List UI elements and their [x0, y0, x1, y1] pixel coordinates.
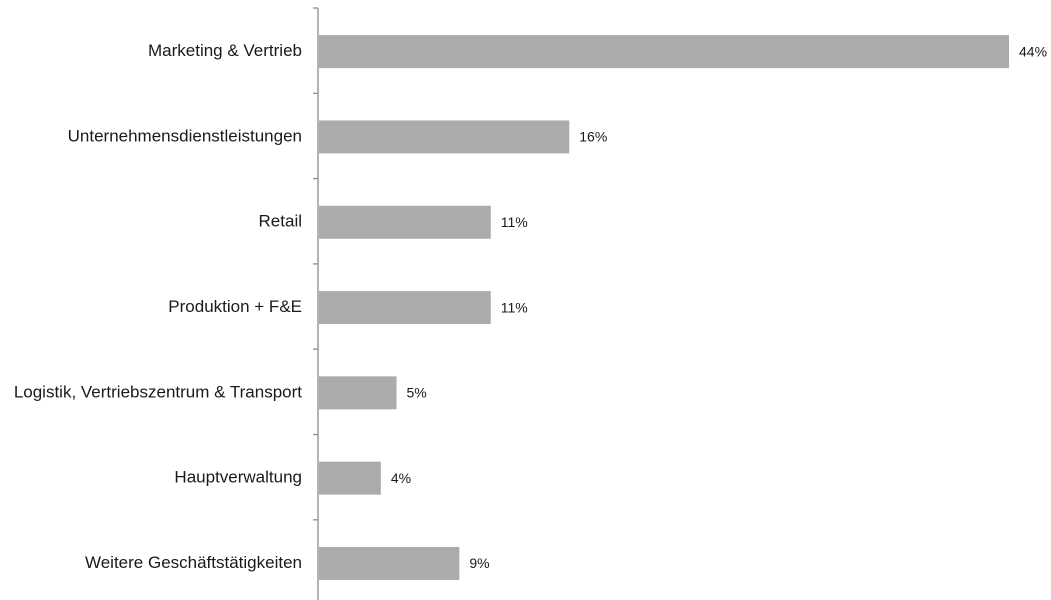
category-label: Logistik, Vertriebszentrum & Transport — [14, 382, 302, 401]
value-label: 5% — [407, 385, 427, 401]
y-axis-ticks — [313, 7, 318, 521]
category-label: Hauptverwaltung — [174, 468, 302, 487]
bar — [319, 461, 381, 495]
value-label: 44% — [1019, 43, 1047, 59]
category-label: Marketing & Vertrieb — [148, 41, 302, 60]
value-label: 16% — [579, 129, 607, 145]
category-label: Weitere Geschäftstätigkeiten — [85, 553, 302, 572]
bar — [319, 205, 491, 239]
value-labels: 44% 16% 11% 11% 5% 4% 9% — [391, 43, 1047, 571]
category-labels: Marketing & Vertrieb Unternehmensdienstle… — [14, 41, 302, 572]
value-label: 4% — [391, 470, 411, 486]
value-label: 11% — [501, 214, 528, 230]
bar — [319, 120, 570, 154]
category-label: Produktion + F&E — [168, 297, 302, 316]
category-label: Retail — [259, 212, 302, 231]
bar — [319, 35, 1009, 69]
bar — [319, 376, 397, 410]
bar — [319, 546, 460, 580]
value-label: 9% — [469, 555, 489, 571]
value-label: 11% — [501, 299, 528, 315]
bars — [319, 35, 1009, 580]
bar — [319, 291, 491, 325]
category-label: Unternehmensdienstleistungen — [68, 126, 302, 145]
